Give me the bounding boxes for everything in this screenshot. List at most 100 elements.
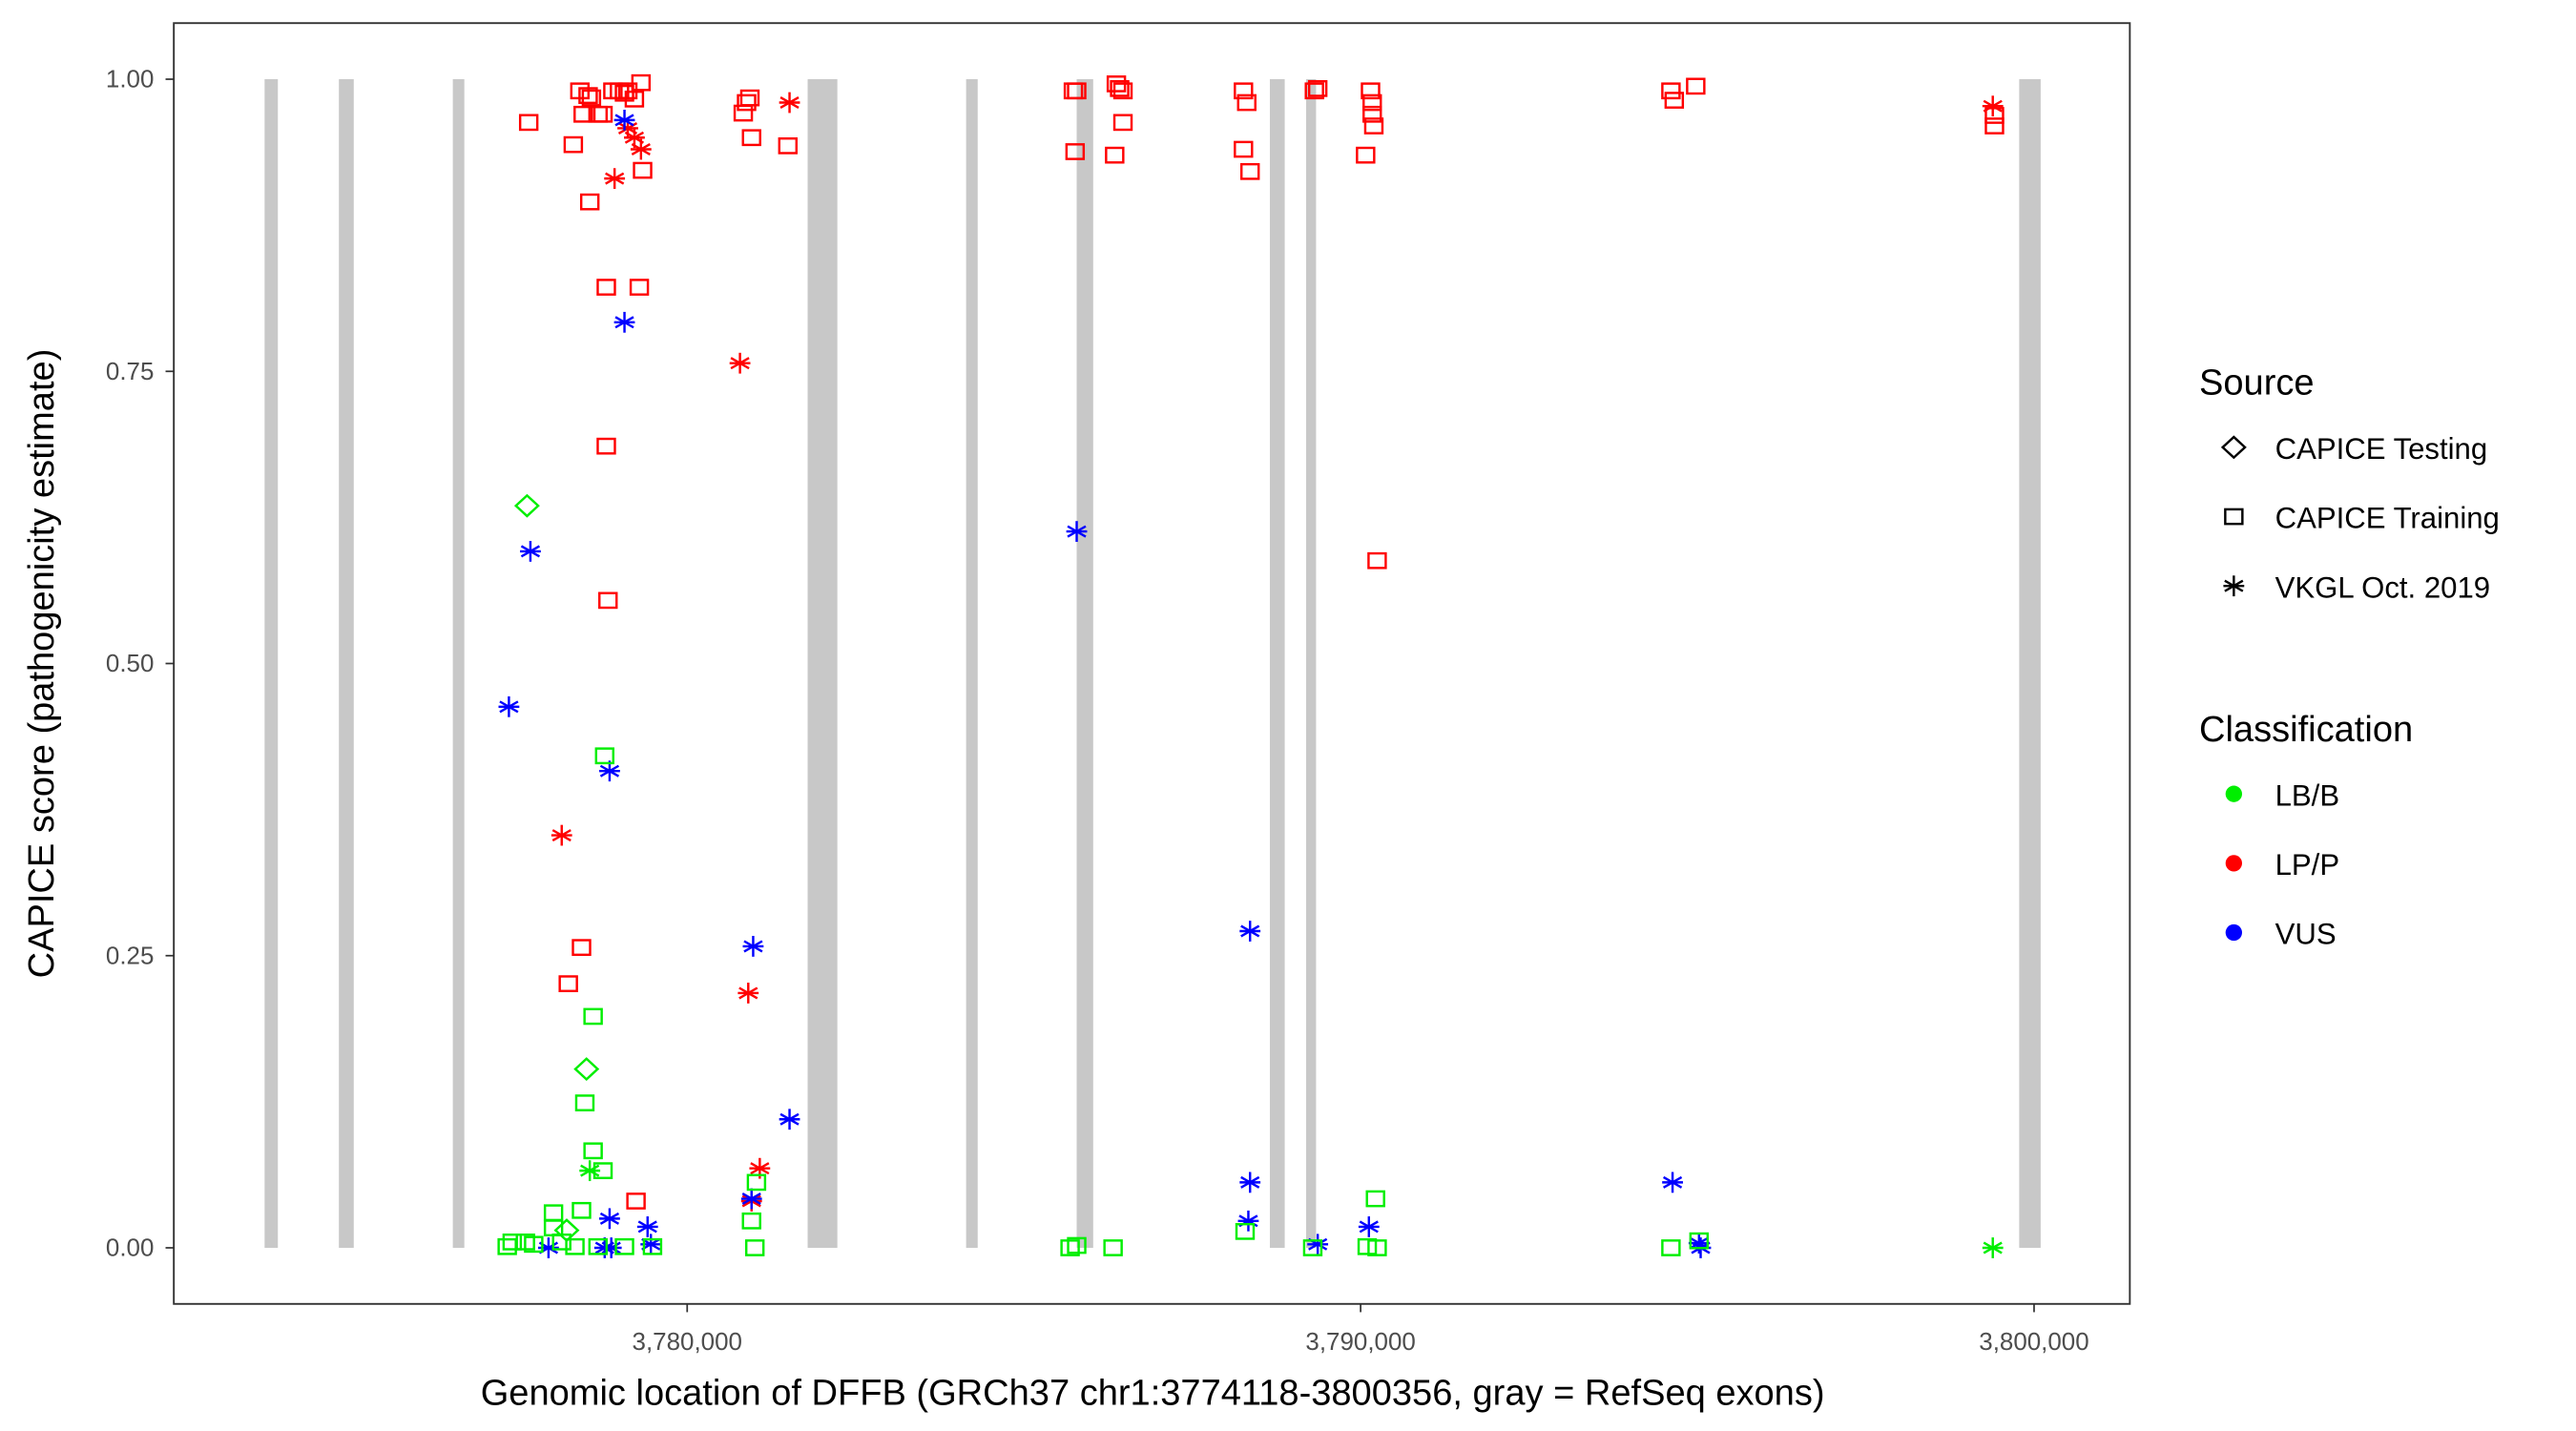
data-point — [600, 1237, 622, 1258]
exon-band — [966, 79, 978, 1248]
data-point — [592, 105, 613, 123]
data-point — [1066, 521, 1088, 542]
exon-band — [2019, 79, 2041, 1248]
data-point — [746, 1173, 767, 1192]
data-point — [1307, 79, 1328, 97]
data-point — [599, 1208, 620, 1230]
data-point — [739, 89, 760, 107]
y-tick-label: 0.75 — [106, 359, 154, 385]
data-point — [1661, 82, 1681, 100]
legend-title-classification: Classification — [2199, 710, 2413, 750]
data-point — [1365, 1190, 1385, 1208]
data-point — [1689, 1232, 1710, 1250]
data-point — [581, 89, 602, 107]
data-points — [497, 73, 2005, 1258]
data-point — [518, 114, 539, 132]
data-point — [1067, 82, 1087, 100]
exon-band — [807, 79, 838, 1248]
data-point — [1236, 93, 1257, 112]
data-point — [1110, 79, 1130, 97]
data-point — [744, 1239, 765, 1256]
data-point — [502, 1234, 523, 1251]
data-point — [779, 1109, 800, 1130]
exon-band — [1269, 79, 1285, 1248]
data-point — [729, 352, 751, 374]
data-point — [1363, 117, 1384, 135]
y-tick-label: 1.00 — [106, 67, 154, 93]
data-point — [741, 129, 761, 147]
data-point — [614, 84, 634, 102]
exon-band — [452, 79, 465, 1248]
legend-label-vkgl: VKGL Oct. 2019 — [2275, 570, 2491, 604]
data-point — [640, 1234, 662, 1255]
data-point — [520, 541, 541, 562]
data-point — [573, 1057, 600, 1082]
data-point — [551, 824, 572, 846]
data-point — [630, 138, 652, 160]
x-axis-title: Genomic location of DFFB (GRCh37 chr1:37… — [481, 1373, 1825, 1413]
exon-band — [339, 79, 354, 1248]
data-point — [613, 109, 635, 131]
legend-key-color — [2225, 785, 2242, 802]
data-point — [1234, 140, 1254, 158]
data-point — [498, 695, 520, 717]
data-point — [614, 1237, 634, 1255]
data-point — [1361, 82, 1381, 100]
data-point — [1234, 82, 1254, 100]
x-tick-label: 3,800,000 — [1979, 1329, 2088, 1356]
data-point — [1239, 1172, 1261, 1193]
data-point — [740, 1188, 762, 1210]
data-point — [1984, 117, 2005, 135]
data-point — [642, 1237, 663, 1255]
data-point — [598, 591, 618, 610]
data-point — [1105, 146, 1125, 164]
data-point — [1367, 551, 1387, 570]
data-point — [1103, 1239, 1123, 1256]
data-point — [558, 975, 578, 993]
legend-label-class: LP/P — [2275, 848, 2339, 881]
y-axis: 0.00 0.25 0.50 0.75 1.00 — [106, 67, 175, 1262]
data-point — [1304, 82, 1324, 100]
y-tick-label: 0.25 — [106, 943, 154, 969]
data-point — [594, 747, 614, 765]
data-point — [1235, 1222, 1256, 1240]
legend-key-vkgl — [2223, 575, 2245, 597]
x-axis: 3,780,000 3,790,000 3,800,000 — [633, 1303, 2089, 1356]
legend-label-testing: CAPICE Testing — [2275, 432, 2488, 466]
data-point — [1112, 114, 1133, 132]
data-point — [1362, 105, 1382, 123]
data-point — [1239, 921, 1261, 942]
data-point — [1112, 82, 1133, 100]
data-point — [579, 193, 600, 211]
data-point — [604, 168, 626, 190]
data-point — [583, 1007, 603, 1026]
legend-key-testing — [2220, 435, 2247, 460]
exon-band — [1076, 79, 1093, 1248]
data-point — [596, 279, 616, 296]
legend-key-color — [2225, 855, 2242, 872]
exon-band — [1306, 79, 1317, 1248]
data-point — [513, 493, 540, 518]
data-point — [596, 437, 616, 455]
legend: Source Classification CAPICE Testing CAPI… — [2199, 363, 2500, 950]
data-point — [742, 936, 764, 957]
data-point — [737, 93, 757, 112]
data-point — [631, 73, 652, 92]
data-point — [524, 1235, 544, 1254]
x-tick-label: 3,790,000 — [1305, 1329, 1415, 1356]
y-tick-label: 0.50 — [106, 651, 154, 677]
legend-key-training — [2224, 508, 2244, 526]
data-point — [737, 983, 759, 1004]
data-point — [1664, 92, 1685, 109]
data-point — [629, 279, 650, 296]
data-point — [1357, 1237, 1378, 1255]
data-point — [1982, 1237, 2004, 1258]
data-point — [588, 1237, 609, 1255]
data-point — [741, 1212, 761, 1230]
data-point — [1686, 77, 1706, 95]
data-point — [1356, 146, 1376, 164]
exon-band — [264, 79, 279, 1248]
data-point — [1662, 1172, 1683, 1193]
y-tick-label: 0.00 — [106, 1235, 154, 1262]
